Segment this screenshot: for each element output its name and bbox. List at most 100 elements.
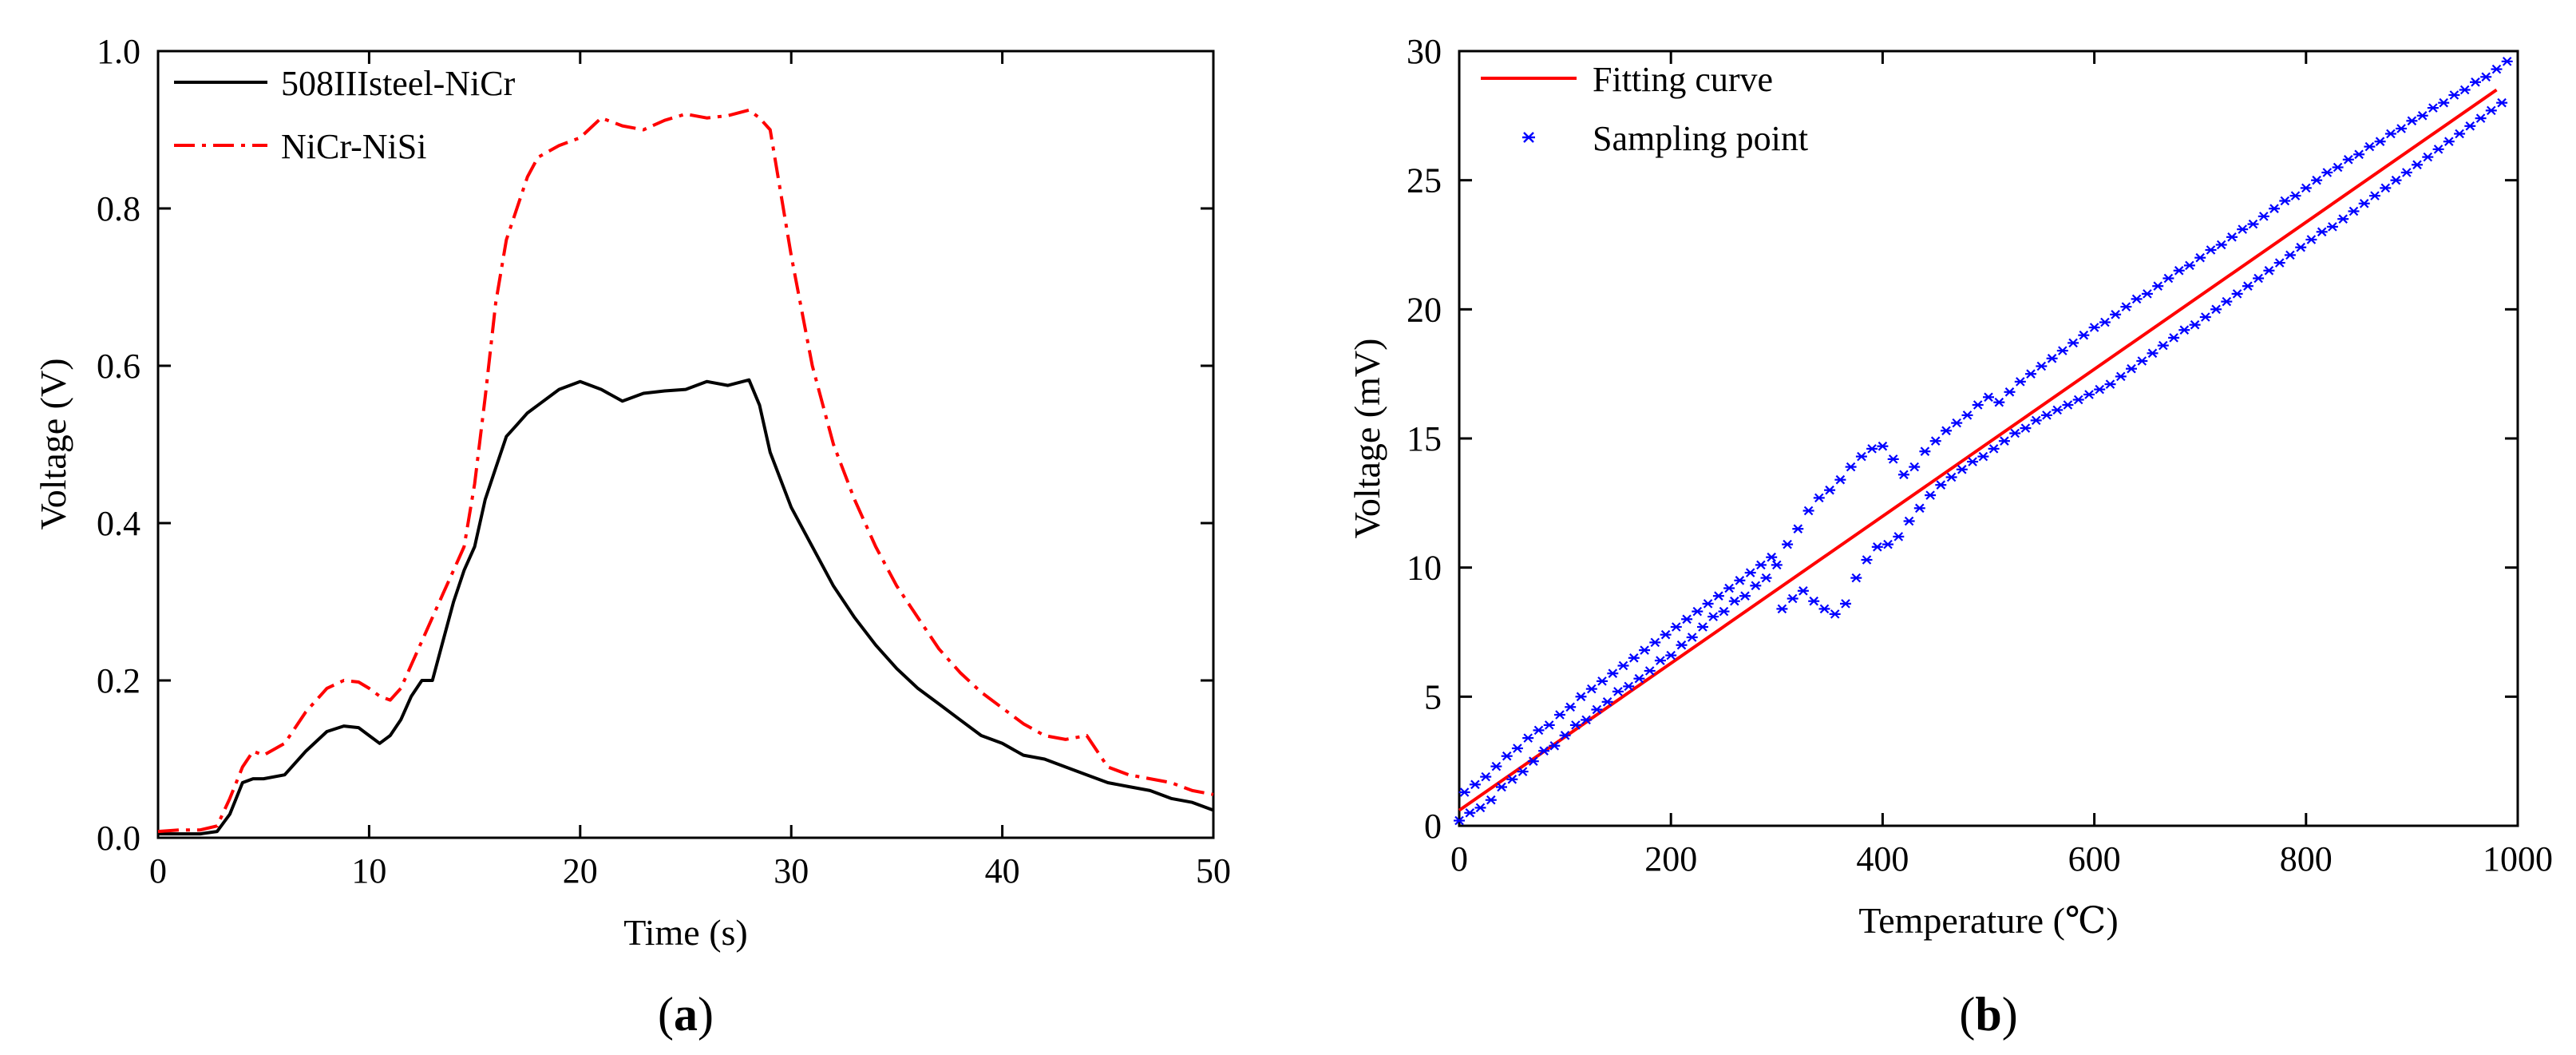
data-point (1829, 609, 1841, 619)
data-point (2464, 121, 2476, 131)
data-point (2157, 340, 2169, 351)
data-point (1802, 506, 1814, 516)
data-point (1744, 568, 1756, 577)
data-point (2284, 250, 2296, 260)
data-point (2332, 162, 2344, 173)
data-point (1750, 581, 1762, 591)
x-tick-label: 50 (1196, 851, 1231, 890)
data-point (1569, 720, 1581, 730)
y-tick-label: 15 (1407, 419, 1442, 458)
series-line-nicr-nisi (157, 108, 1214, 834)
axis-ticks-a (156, 50, 1215, 839)
data-point (1670, 622, 1682, 632)
data-point (1533, 725, 1545, 736)
data-point (1585, 684, 1597, 694)
data-point (1755, 560, 1767, 570)
data-point (2501, 57, 2513, 66)
data-point (2056, 346, 2068, 355)
data-point (2036, 361, 2048, 371)
y-tick-label: 25 (1407, 161, 1442, 200)
data-point (2480, 72, 2492, 82)
y-tick-label: 0.4 (97, 504, 140, 543)
panel-label-a: (a) (658, 988, 714, 1041)
data-point (1887, 454, 1899, 464)
data-point (1840, 599, 1851, 609)
x-tick-label: 0 (149, 851, 167, 890)
data-point (1961, 410, 1973, 420)
data-point (2316, 227, 2328, 237)
data-point (1967, 457, 1979, 466)
data-point (1919, 446, 1931, 456)
x-tick-label: 0 (1450, 839, 1468, 879)
data-point (1897, 470, 1909, 480)
data-point (1925, 490, 1937, 500)
data-point (2485, 105, 2497, 116)
data-point (1565, 702, 1577, 712)
data-point (2237, 224, 2249, 234)
data-point (2337, 214, 2349, 224)
y-tick-label: 30 (1407, 32, 1442, 71)
data-point (2364, 141, 2376, 152)
data-point (1728, 596, 1740, 606)
data-point (2273, 258, 2285, 268)
data-point (1850, 573, 1862, 583)
data-point (2263, 266, 2275, 276)
data-point (1591, 704, 1603, 715)
data-point (1554, 710, 1565, 720)
x-tick-labels-a: 0 10 20 30 40 50 (149, 851, 1231, 890)
data-point (1776, 604, 1788, 614)
data-point (2025, 369, 2036, 379)
plot-area-a (156, 50, 1215, 839)
data-point (1633, 673, 1645, 684)
data-point (2300, 183, 2312, 193)
y-tick-label: 10 (1407, 549, 1442, 588)
data-point (1644, 666, 1656, 676)
data-point (1929, 436, 1941, 446)
data-point (1485, 795, 1497, 805)
data-point (2194, 252, 2206, 263)
legend-label-nicr-nisi: NiCr-NiSi (281, 127, 426, 166)
data-point (1707, 612, 1719, 621)
data-point (1697, 622, 1708, 632)
data-point (2475, 113, 2487, 123)
data-point (1983, 392, 1994, 403)
x-tick-label: 1000 (2483, 839, 2553, 879)
y-tick-label: 0.8 (97, 189, 140, 228)
x-axis-title-a: Time (s) (623, 912, 748, 953)
data-point (2168, 333, 2180, 343)
data-point (1464, 808, 1476, 818)
data-point (1977, 451, 1989, 462)
data-point (2173, 266, 2185, 276)
data-point (2454, 129, 2466, 139)
panel-label-b: (b) (1959, 988, 2017, 1041)
data-point (1913, 503, 1925, 514)
data-point (2088, 323, 2100, 332)
data-point (1766, 552, 1778, 562)
data-point (2083, 390, 2095, 399)
data-point (2226, 232, 2238, 242)
data-point (2459, 85, 2471, 95)
data-point (2253, 273, 2265, 284)
data-point (2443, 137, 2455, 146)
data-point (2110, 310, 2122, 319)
data-point (2311, 175, 2323, 185)
data-point (2072, 395, 2084, 405)
data-point (2014, 377, 2026, 387)
data-point (2104, 379, 2116, 389)
data-point (2448, 90, 2460, 100)
data-point (2178, 325, 2190, 335)
data-point (1739, 591, 1751, 601)
data-point (1654, 656, 1666, 665)
data-point (1951, 418, 1963, 428)
data-point (1681, 614, 1693, 625)
data-point (2412, 160, 2423, 170)
data-point (1909, 462, 1921, 472)
legend-b: Fitting curve Sampling point (1481, 60, 1808, 158)
data-point (2374, 137, 2386, 146)
data-point (1945, 472, 1957, 482)
data-point (1501, 751, 1513, 761)
data-point (2369, 191, 2380, 200)
data-point (1712, 591, 1724, 601)
series-group-b (1454, 57, 2513, 826)
